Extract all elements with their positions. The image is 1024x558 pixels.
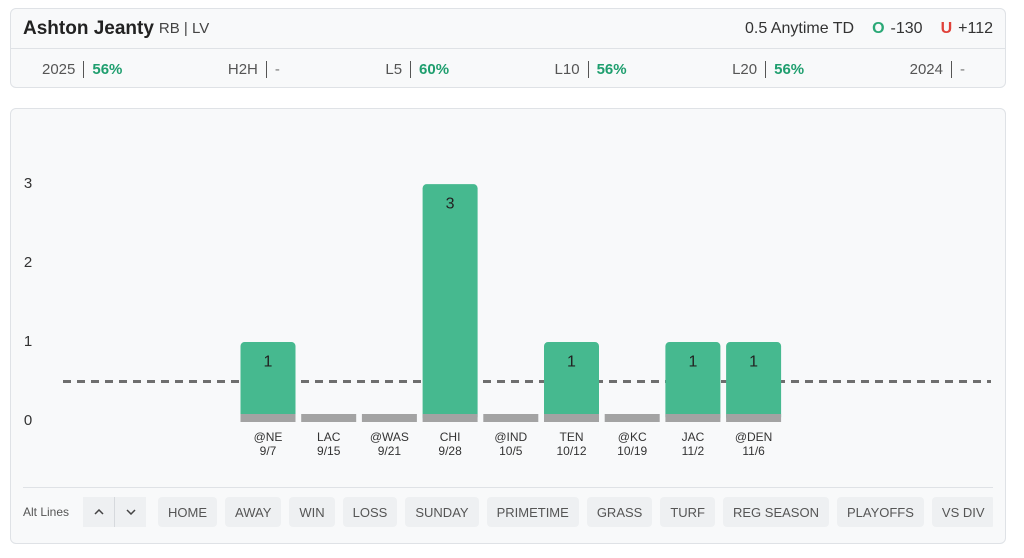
x-tick-date: 9/7 (260, 444, 277, 458)
stat-label: L5 (385, 60, 412, 78)
bar-base (301, 414, 357, 422)
bar-value-label: 3 (446, 195, 455, 212)
stat-value: - (959, 60, 965, 78)
odds: 0.5 Anytime TD O -130 U +112 (745, 20, 993, 38)
stat-value: - (274, 60, 280, 78)
bar-value-label: 1 (264, 353, 273, 370)
x-tick-label: JAC (682, 430, 705, 444)
stat-label: L20 (732, 60, 767, 78)
bar (240, 342, 296, 421)
x-tick-date: 11/2 (682, 444, 705, 458)
filter-button[interactable]: VS DIV (931, 497, 993, 527)
bar-value-label: 1 (567, 353, 576, 370)
stat-value: 56% (774, 60, 805, 78)
arrow-down[interactable] (115, 497, 147, 527)
x-tick-date: 10/5 (499, 444, 523, 458)
x-tick-date: 9/28 (438, 444, 462, 458)
bar-base (422, 414, 478, 422)
bar (665, 342, 721, 421)
prop: 0.5 Anytime TD (745, 19, 855, 37)
x-tick-label: @NE (254, 430, 283, 444)
x-tick-label: @DEN (735, 430, 773, 444)
alt-lines-arrows (83, 497, 147, 527)
bar-value-label: 1 (749, 353, 758, 370)
x-tick-date: 9/21 (378, 444, 402, 458)
stat-label: 2024 (910, 60, 952, 78)
filter-button[interactable]: WIN (289, 497, 335, 527)
stat-label: L10 (555, 60, 589, 78)
over-odds[interactable]: -130 (890, 19, 923, 37)
under-label: U (940, 19, 953, 37)
y-tick-label: 0 (24, 412, 32, 429)
stats-row: 2025 56% H2H - L5 60% L10 56% L20 56% 2024- (11, 49, 1005, 89)
stat-value: 60% (419, 60, 450, 78)
stat[interactable]: L10 56% (555, 60, 627, 78)
bar (726, 342, 782, 421)
stat[interactable]: 2025 56% (42, 60, 123, 78)
bar-base (726, 414, 782, 422)
stat[interactable]: L5 60% (385, 60, 450, 78)
bar-base (361, 414, 417, 422)
y-tick-label: 3 (24, 175, 32, 192)
filter-button[interactable]: TURF (660, 497, 715, 527)
y-tick-label: 1 (24, 333, 32, 350)
stat[interactable]: L20 56% (732, 60, 805, 78)
arrow-up[interactable] (83, 497, 116, 527)
player-card: Ashton Jeanty RB | LV 0.5 Anytime TD O -… (10, 8, 1006, 88)
x-tick-label: @KC (618, 430, 647, 444)
filter-button[interactable]: PLAYOFFS (836, 497, 924, 527)
stat-label: H2H (228, 60, 267, 78)
filter-button[interactable]: LOSS (342, 497, 398, 527)
bar-base (240, 414, 296, 422)
bar-base (483, 414, 539, 422)
x-tick-date: 10/12 (556, 444, 586, 458)
player-name: Ashton Jeanty (23, 17, 154, 39)
x-tick-label: @IND (494, 430, 527, 444)
x-tick-label: TEN (560, 430, 584, 444)
chevron-down (126, 509, 136, 515)
x-tick-label: CHI (440, 430, 461, 444)
x-tick-label: @WAS (370, 430, 409, 444)
chevron-up (94, 509, 104, 515)
bar (422, 184, 478, 421)
filter-button[interactable]: PRIMETIME (486, 497, 579, 527)
x-tick-label: LAC (317, 430, 341, 444)
filter-button[interactable]: GRASS (586, 497, 653, 527)
x-tick-date: 11/6 (742, 444, 765, 458)
chart-card: 0 1 2 3 1 @NE 9/7 LAC 9/15 @WAS 9/21 3 CHI 9/28 @IND 10… (10, 108, 1006, 544)
over-label: O (872, 19, 885, 37)
filter-button[interactable]: REG SEASON (723, 497, 829, 527)
filter-button[interactable]: HOME (158, 497, 218, 527)
player-position: RB | LV (158, 20, 210, 37)
filter-bar: Alt Lines HOME AWAY WIN LOSS SUNDAY PRIMETIME… (23, 487, 993, 536)
bar-value-label: 1 (688, 353, 697, 370)
y-tick-label: 2 (24, 254, 32, 271)
under-odds[interactable]: +112 (958, 19, 993, 37)
player-header: Ashton Jeanty RB | LV 0.5 Anytime TD O -… (11, 9, 1005, 49)
stat[interactable]: H2H - (228, 60, 280, 78)
bar-base (604, 414, 660, 422)
chart: 01231@NE9/7LAC9/15@WAS9/213CHI9/28@IND10… (24, 175, 991, 458)
stat-value: 56% (92, 60, 123, 78)
bar-base (665, 414, 721, 422)
filter-button[interactable]: SUNDAY (405, 497, 479, 527)
alt-lines-label: Alt Lines (23, 505, 70, 519)
stat-value: 56% (596, 60, 627, 78)
x-tick-date: 9/15 (317, 444, 341, 458)
x-tick-date: 10/19 (617, 444, 647, 458)
filter-button[interactable]: AWAY (225, 497, 282, 527)
stat[interactable]: 2024- (910, 60, 965, 78)
bar (544, 342, 599, 421)
stat-label: 2025 (42, 60, 85, 78)
bar-base (544, 414, 599, 422)
